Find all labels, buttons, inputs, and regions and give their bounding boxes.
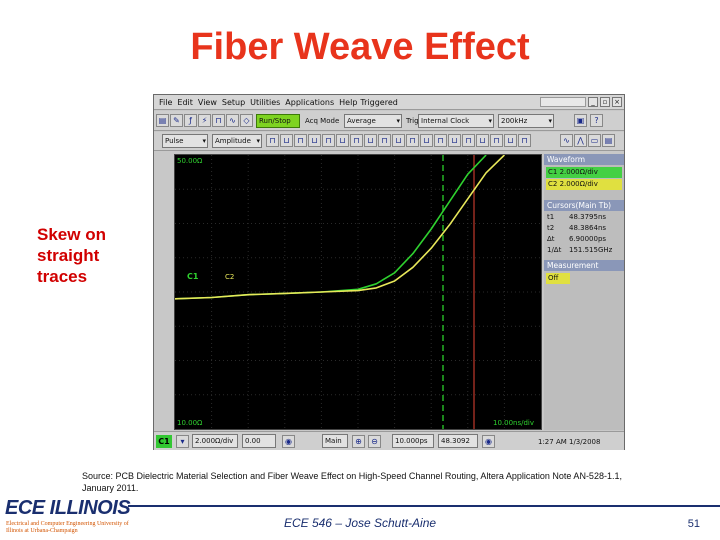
help-icon[interactable]: ? [590,114,603,127]
meas-icon-6[interactable]: ⊔ [336,134,349,147]
cursor-row-t1: t1 48.3795ns [547,213,607,221]
measurement-toolbar: Pulse Amplitude ⊓ ⊔ ⊓ ⊔ ⊓ ⊔ ⊓ ⊔ ⊓ ⊔ ⊓ ⊔ … [154,132,624,151]
timebase-value[interactable]: 10.000ps [392,434,434,448]
channel-settings-icon[interactable]: ▾ [176,435,189,448]
meas-icon-16[interactable]: ⊔ [476,134,489,147]
meas-icon-14[interactable]: ⊔ [448,134,461,147]
grid [175,155,541,429]
timebase-mode[interactable]: Main [322,434,348,448]
bottom-left-scale: 10.00Ω [177,419,203,427]
channel-offset[interactable]: 0.00 [242,434,276,448]
offset-adjust-icon[interactable]: ◉ [282,435,295,448]
horizontal-position[interactable]: 48.3092 [438,434,478,448]
menu-applications[interactable]: Applications [285,97,335,107]
cursor-row-inv-dt: 1/Δt 151.515GHz [547,246,613,254]
close-button[interactable]: × [612,97,622,107]
ece-illinois-logo: ECE ILLINOIS [5,497,131,519]
traces [175,155,505,300]
print-icon[interactable]: ▤ [156,114,169,127]
menu-setup[interactable]: Setup [221,97,246,107]
meas-icon-11[interactable]: ⊓ [406,134,419,147]
timebase-scale: 10.00ns/div [493,419,534,427]
trace-c1 [175,155,487,300]
menu-bar: File Edit View Setup Utilities Applicati… [154,95,624,110]
footer-rule [128,505,720,507]
waveform-icon[interactable]: ∿ [226,114,239,127]
meas-icon-2[interactable]: ⊔ [280,134,293,147]
meas-icon-17[interactable]: ⊓ [490,134,503,147]
meas-icon-18[interactable]: ⊔ [504,134,517,147]
main-toolbar: ▤ ✎ ƒ ⚡ ⊓ ∿ ◇ Run/Stop Acq Mode Average … [154,111,624,131]
meas-icon-4[interactable]: ⊔ [308,134,321,147]
scope-plot: 50.00Ω 10.00Ω 10.00ns/div C1 C2 [175,155,541,429]
position-adjust-icon[interactable]: ◉ [482,435,495,448]
trig-label: Trig [406,117,419,125]
function-icon[interactable]: ƒ [184,114,197,127]
meas-icon-10[interactable]: ⊔ [392,134,405,147]
c2-marker: C2 [225,273,234,281]
measure-param-select[interactable]: Amplitude [212,134,262,148]
menu-view[interactable]: View [197,97,217,107]
measurement-header: Measurement [544,260,624,271]
course-footer: ECE 546 – Jose Schutt-Aine [283,516,437,530]
trigger-source-select[interactable]: Internal Clock [418,114,494,128]
restore-button[interactable]: ▫ [600,97,610,107]
c2-scale-entry[interactable]: C2 2.000Ω/div [546,179,622,190]
meas-icon-13[interactable]: ⊓ [434,134,447,147]
meas-icon-7[interactable]: ⊓ [350,134,363,147]
cursor-row-dt: Δt 6.90000ps [547,235,607,243]
measurement-state[interactable]: Off [546,273,570,284]
wave-tab-icon-3[interactable]: ▭ [588,134,601,147]
run-stop-button[interactable]: Run/Stop [256,114,300,128]
waveform-header: Waveform [544,154,624,165]
wave-tab-icon-2[interactable]: ⋀ [574,134,587,147]
tools-icon[interactable]: ✎ [170,114,183,127]
logo-subtitle: Electrical and Computer Engineering Univ… [6,521,129,534]
acq-mode-select[interactable]: Average [344,114,402,128]
trace-c2 [175,155,505,300]
page-number: 51 [687,518,700,530]
meas-icon-3[interactable]: ⊓ [294,134,307,147]
measure-type-select[interactable]: Pulse [162,134,208,148]
zoom-icon[interactable]: ⊕ [352,435,365,448]
menu-file[interactable]: File [159,97,173,107]
marker-icon[interactable]: ◇ [240,114,253,127]
menu-edit[interactable]: Edit [177,97,193,107]
minimize-button[interactable]: _ [588,97,598,107]
meas-icon-1[interactable]: ⊓ [266,134,279,147]
c1-scale-entry[interactable]: C1 2.000Ω/div [546,167,622,178]
top-left-scale: 50.00Ω [177,157,203,165]
meas-icon-8[interactable]: ⊔ [364,134,377,147]
trigger-status: Triggered [360,97,398,107]
slide-title: Fiber Weave Effect [190,26,530,68]
brand-logo [540,97,586,107]
skew-annotation: Skew on straight traces [37,225,106,286]
frequency-select[interactable]: 200kHz [498,114,554,128]
cursors-header: Cursors(Main Tb) [544,200,624,211]
right-panel: Waveform C1 2.000Ω/div C2 2.000Ω/div Cur… [544,154,624,430]
meas-icon-9[interactable]: ⊓ [378,134,391,147]
scope-display[interactable]: 50.00Ω 10.00Ω 10.00ns/div C1 C2 [174,154,542,430]
meas-icon-5[interactable]: ⊓ [322,134,335,147]
channel-tag[interactable]: C1 [156,435,172,448]
menu-utilities[interactable]: Utilities [250,97,281,107]
cursor-row-t2: t2 48.3864ns [547,224,607,232]
app-icon[interactable]: ▣ [574,114,587,127]
wave-tab-icon[interactable]: ∿ [560,134,573,147]
timestamp: 1:27 AM 1/3/2008 [538,438,601,446]
menu-help[interactable]: Help [339,97,358,107]
autoscale-icon[interactable]: ⚡ [198,114,211,127]
meas-icon-19[interactable]: ⊓ [518,134,531,147]
wave-tab-icon-4[interactable]: ▤ [602,134,615,147]
meas-icon-12[interactable]: ⊔ [420,134,433,147]
c1-marker: C1 [187,272,199,281]
acq-mode-label: Acq Mode [305,117,340,125]
status-bar: C1 ▾ 2.000Ω/div 0.00 ◉ Main ⊕ ⊖ 10.000ps… [154,431,624,450]
oscilloscope-window: File Edit View Setup Utilities Applicati… [153,94,625,450]
channel-scale[interactable]: 2.000Ω/div [192,434,238,448]
meas-icon-15[interactable]: ⊓ [462,134,475,147]
zoom-out-icon[interactable]: ⊖ [368,435,381,448]
pulse-icon[interactable]: ⊓ [212,114,225,127]
source-citation: Source: PCB Dielectric Material Selectio… [82,471,622,493]
